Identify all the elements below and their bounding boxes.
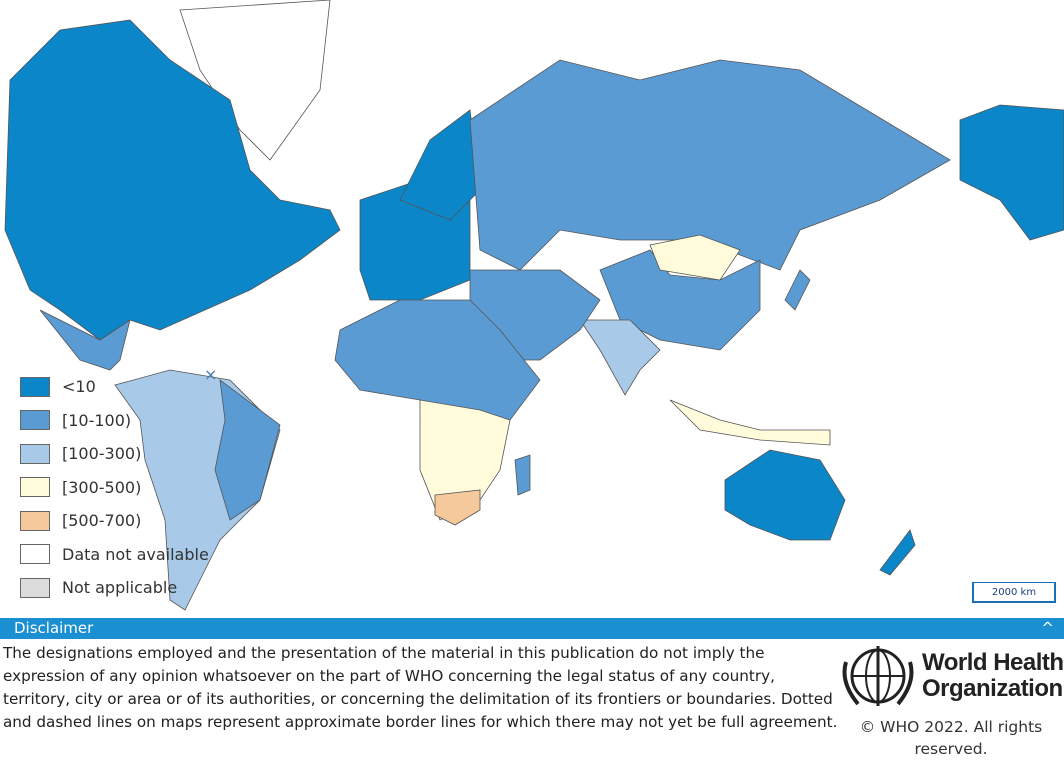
copyright: © WHO 2022. All rights reserved. — [859, 718, 1043, 758]
mongolia — [649, 234, 741, 281]
australia — [724, 449, 846, 541]
indonesia — [669, 399, 831, 446]
legend-label: <10 — [62, 377, 96, 397]
collapse-icon[interactable]: ^ — [1041, 619, 1054, 637]
madagascar — [514, 454, 531, 496]
legend-item: [10-100) — [20, 404, 209, 438]
emblem — [842, 646, 914, 706]
disclaimer-title: Disclaimer — [14, 619, 94, 637]
legend-label: [500-700) — [62, 511, 142, 531]
logo-line: World Health — [922, 649, 1064, 676]
legend-item: [300-500) — [20, 471, 209, 505]
map — [4, 0, 1064, 611]
alaska — [959, 104, 1064, 241]
legend: <10 [10-100) [100-300) [300-500) [500-700) Da… — [20, 370, 209, 605]
legend-swatch — [20, 477, 50, 498]
logo-line: Organization — [922, 675, 1063, 702]
central-america — [39, 309, 131, 371]
greenland — [179, 0, 331, 161]
legend-swatch — [20, 443, 50, 464]
legend-item: [100-300) — [20, 437, 209, 471]
north-america — [4, 19, 341, 341]
legend-swatch — [20, 376, 50, 397]
legend-label: [10-100) — [62, 410, 132, 430]
legend-item: <10 — [20, 370, 209, 404]
russia — [469, 59, 951, 271]
legend-item: Not applicable — [20, 571, 209, 605]
new-zealand — [879, 529, 916, 576]
close-icon[interactable]: × — [204, 365, 218, 384]
legend-label: [100-300) — [62, 444, 142, 464]
legend-swatch — [20, 510, 50, 531]
legend-item: [500-700) — [20, 504, 209, 538]
legend-label: Not applicable — [62, 578, 178, 598]
legend-swatch — [20, 577, 50, 598]
disclaimer-bar[interactable]: Disclaimer ^ — [0, 618, 1064, 639]
legend-swatch — [20, 544, 50, 565]
japan — [784, 269, 811, 311]
scale-bar: 2000 km — [973, 583, 1055, 602]
india — [579, 319, 661, 396]
logo-text: World Health Organization — [922, 650, 1064, 702]
southern-africa — [419, 399, 511, 521]
legend-label: [300-500) — [62, 477, 142, 497]
legend-swatch — [20, 410, 50, 431]
south-africa — [434, 489, 481, 526]
legend-label: Data not available — [62, 544, 209, 564]
legend-item: Data not available — [20, 538, 209, 572]
disclaimer-text: The designations employed and the presen… — [3, 644, 838, 731]
brazil — [214, 379, 281, 521]
